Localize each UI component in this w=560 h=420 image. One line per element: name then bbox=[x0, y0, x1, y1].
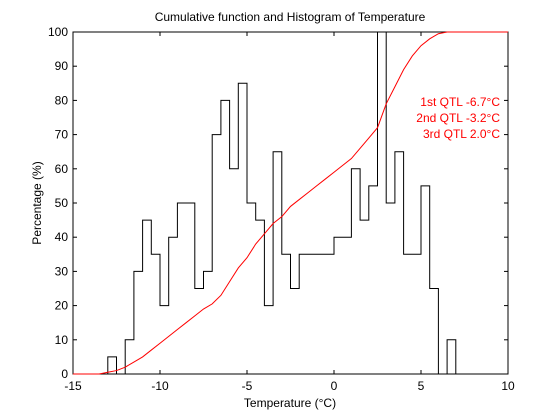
annotations: 1st QTL -6.7°C 2nd QTL -3.2°C 3rd QTL 2.… bbox=[416, 95, 500, 141]
x-tick-label: 5 bbox=[418, 379, 425, 393]
histogram-stairs-line bbox=[73, 31, 508, 375]
y-tick-label: 50 bbox=[55, 196, 69, 210]
cumulative-curve-line bbox=[73, 31, 508, 375]
chart-title: Cumulative function and Histogram of Tem… bbox=[155, 10, 426, 24]
annotation-3rd-qtl: 3rd QTL 2.0°C bbox=[423, 127, 500, 141]
y-tick-label: 90 bbox=[55, 59, 69, 73]
y-tick-label: 80 bbox=[55, 93, 69, 107]
annotation-2nd-qtl: 2nd QTL -3.2°C bbox=[416, 111, 500, 125]
axes-box bbox=[72, 31, 509, 375]
annotation-1st-qtl: 1st QTL -6.7°C bbox=[420, 95, 500, 109]
y-tick-label: 10 bbox=[55, 333, 69, 347]
y-tick-label: 30 bbox=[55, 264, 69, 278]
x-axis-label: Temperature (°C) bbox=[244, 396, 336, 410]
x-tick-label: 10 bbox=[501, 379, 515, 393]
y-tick-label: 20 bbox=[55, 299, 69, 313]
y-tick-label: 100 bbox=[48, 25, 68, 39]
x-tick-label: 0 bbox=[331, 379, 338, 393]
y-tick-label: 70 bbox=[55, 128, 69, 142]
x-tick-label: -10 bbox=[151, 379, 169, 393]
y-axis-label: Percentage (%) bbox=[30, 161, 44, 244]
x-tick-label: -5 bbox=[242, 379, 253, 393]
x-tick-label: -15 bbox=[64, 379, 82, 393]
y-tick-label: 40 bbox=[55, 230, 69, 244]
series-layer bbox=[73, 31, 508, 375]
y-tick-label: 0 bbox=[61, 367, 68, 381]
y-tick-label: 60 bbox=[55, 162, 69, 176]
